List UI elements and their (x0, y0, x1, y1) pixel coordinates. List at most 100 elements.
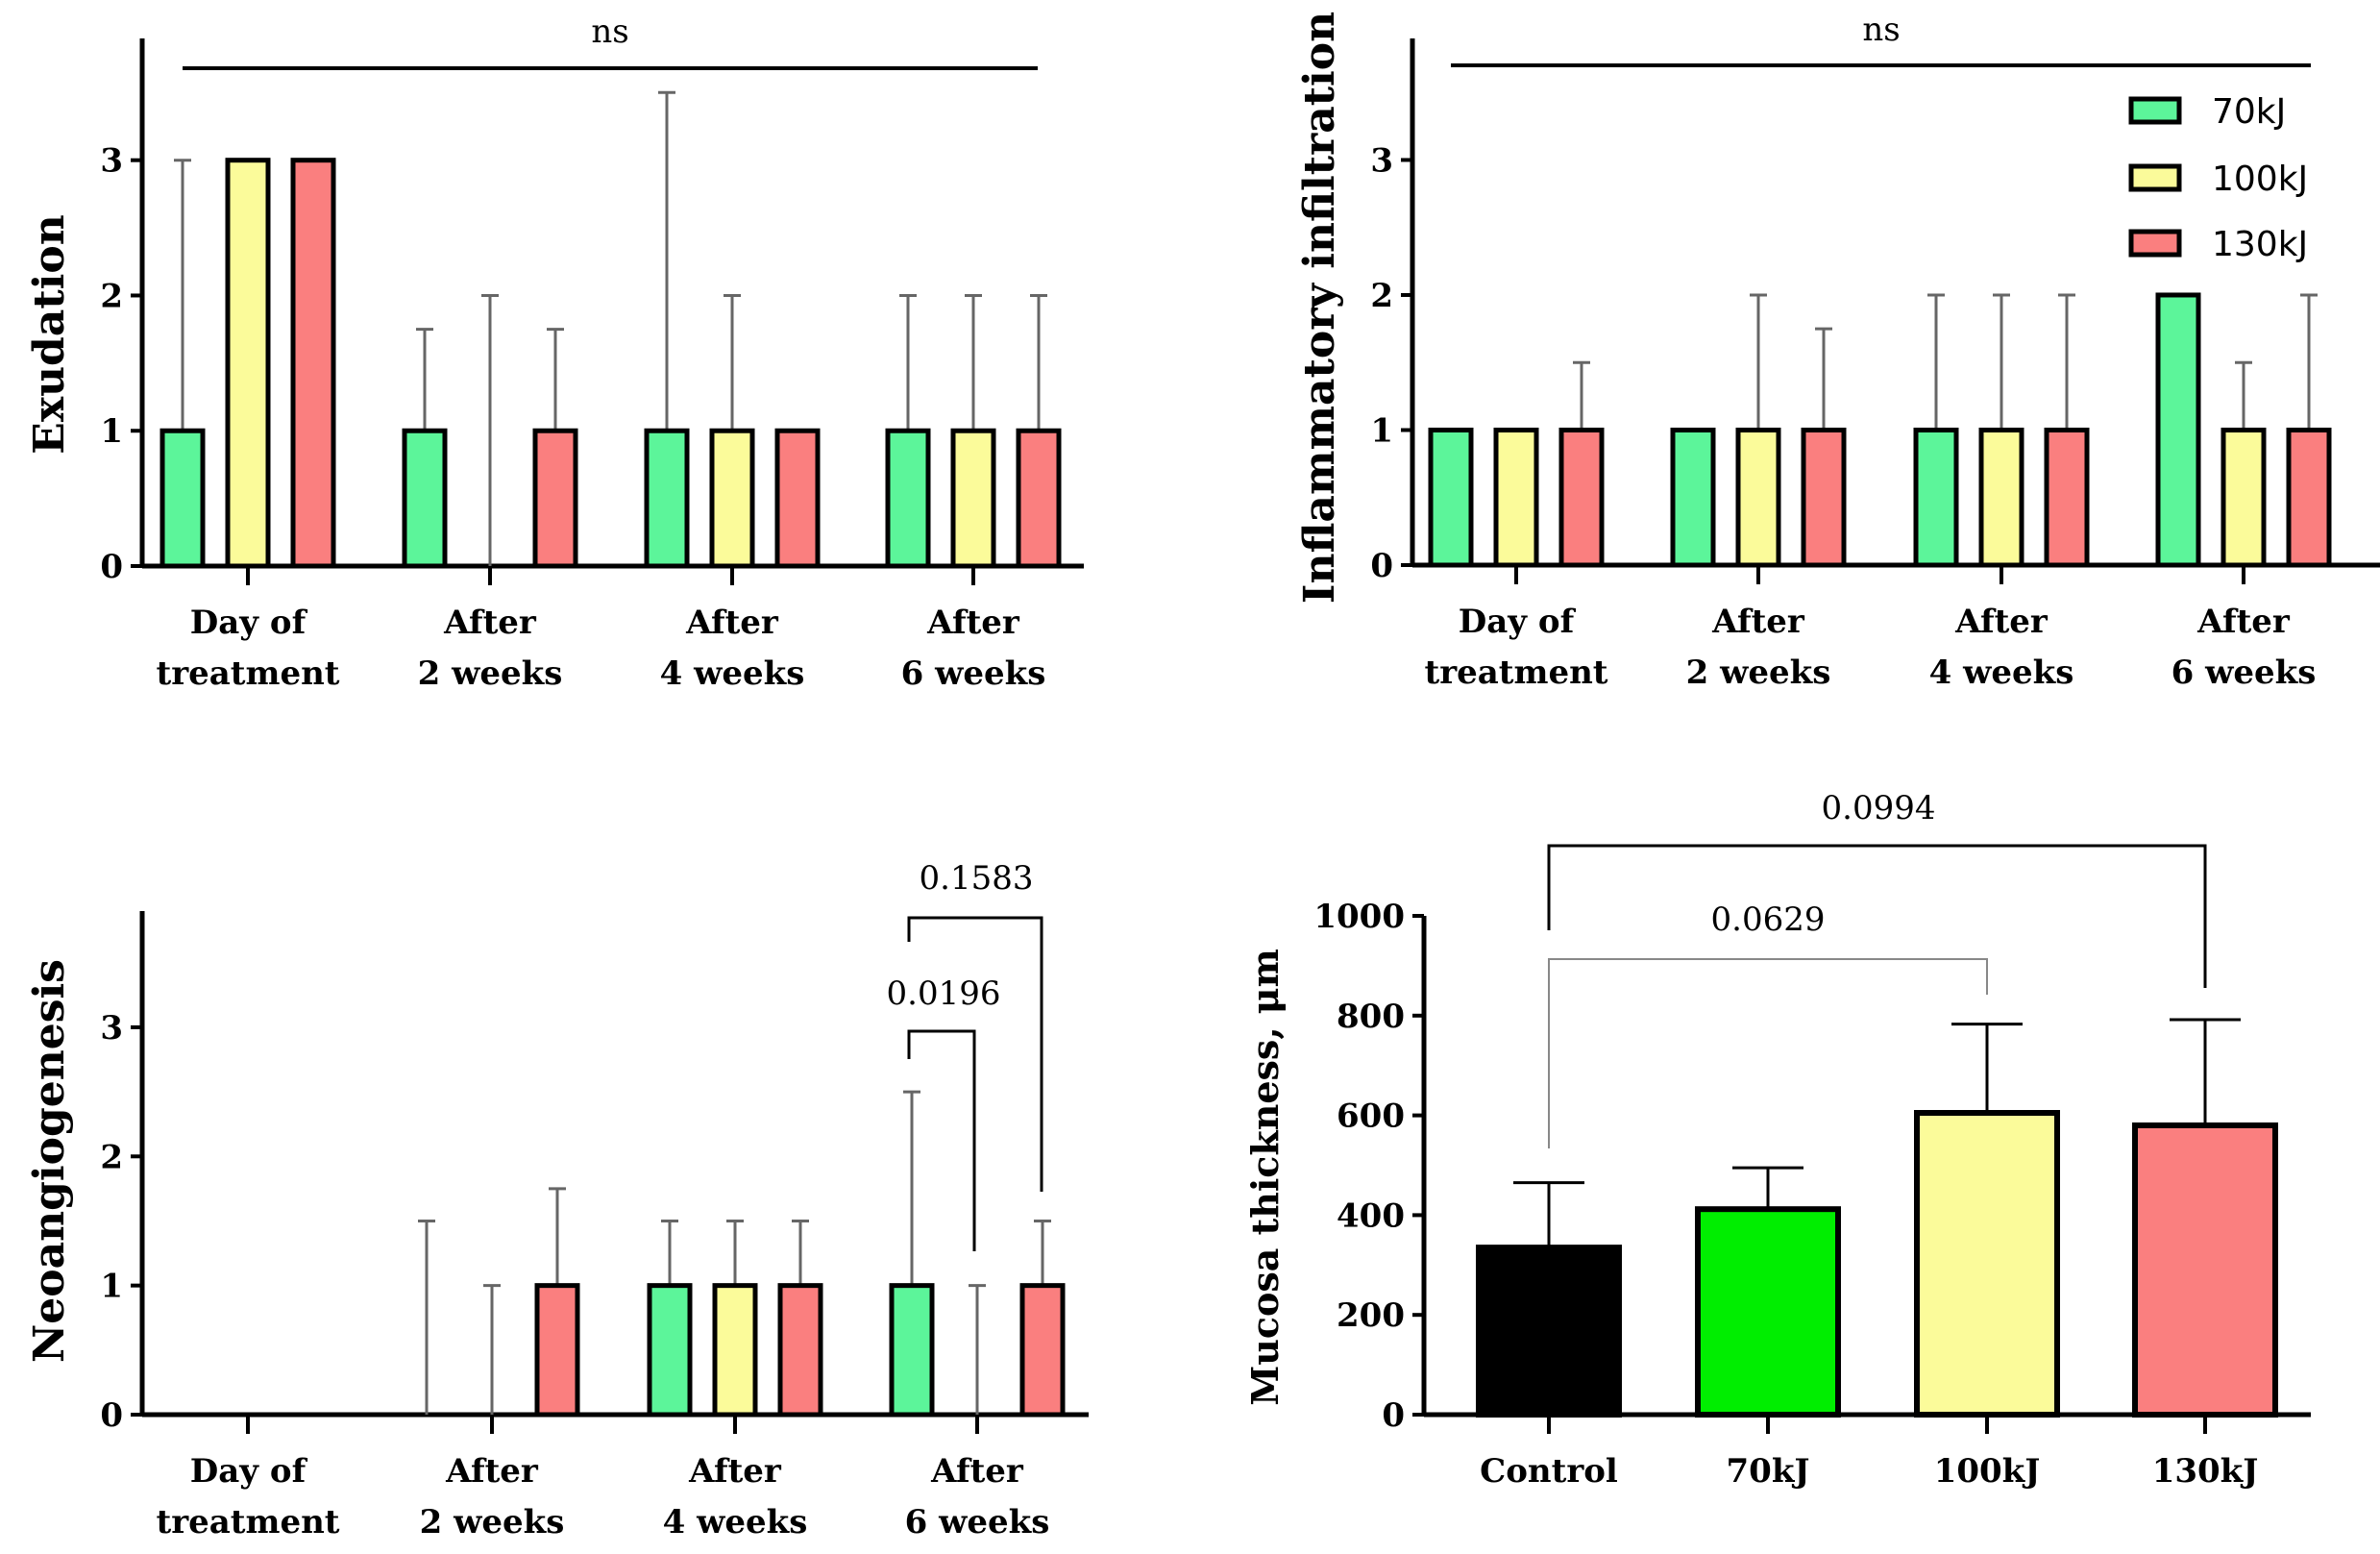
mucosa-pvalue-0994: 0.0994 (1822, 789, 1936, 827)
y-tick-label: 3 (100, 1009, 123, 1048)
bar-100kJ (2221, 427, 2267, 568)
x-tick-label: After (685, 604, 779, 642)
inflammatory-ns-label: ns (1862, 11, 1900, 49)
y-tick-label: 3 (100, 142, 123, 181)
x-tick-label: 2 weeks (418, 654, 563, 693)
bar-100kJ (709, 428, 755, 569)
bar-130kJ (534, 1283, 580, 1418)
x-tick-label: After (1954, 603, 2049, 641)
bar-70kJ (647, 1283, 693, 1418)
bar-70kJ (402, 428, 448, 569)
bar-100kJ (950, 428, 996, 569)
bar-100kJ (225, 158, 271, 569)
y-tick-label: 0 (1382, 1396, 1405, 1435)
bar-100kJ (712, 1283, 758, 1418)
x-tick-label: After (1711, 603, 1805, 641)
bar-70kJ (1428, 427, 1474, 568)
neo-bracket-0196 (907, 1029, 976, 1251)
y-tick-label: 200 (1337, 1296, 1405, 1335)
x-tick-label: 130kJ (2152, 1452, 2259, 1491)
bar-130kJ (290, 158, 336, 569)
x-tick-label: After (443, 604, 537, 642)
bar-130kJ (1801, 427, 1847, 568)
legend-label-130kJ: 130kJ (2212, 225, 2308, 264)
bar-130kJ (1558, 427, 1605, 568)
bar-70kJ (885, 428, 931, 569)
neoangiogenesis-y-label: Neoangiogenesis (25, 959, 74, 1363)
y-tick-label: 600 (1337, 1098, 1405, 1136)
y-tick-label: 1 (100, 412, 123, 451)
y-tick-label: 2 (1370, 277, 1393, 315)
x-tick-label: 4 weeks (1929, 654, 2074, 692)
bar-70kJ (1670, 427, 1716, 568)
y-tick-label: 2 (100, 1138, 123, 1176)
y-tick-label: 800 (1337, 998, 1405, 1036)
exudation-chart: Exudation 0 1 2 3 Day of treatment After 2 wee… (25, 12, 1084, 693)
x-tick-label: Control (1480, 1452, 1618, 1491)
bar-130kJ (2286, 427, 2332, 568)
y-tick-label: 2 (100, 277, 123, 315)
neo-bracket-1583 (907, 916, 1043, 1192)
y-tick-label: 400 (1337, 1196, 1405, 1235)
bar-100kJ (1978, 427, 2024, 568)
mucosa-pvalue-0629: 0.0629 (1711, 900, 1826, 939)
neo-pvalue-0196: 0.0196 (887, 974, 1001, 1013)
x-tick-label: Day of (190, 604, 308, 642)
bar-70kJ (159, 428, 206, 569)
legend-label-100kJ: 100kJ (2212, 160, 2308, 199)
mucosa-bracket-0994 (1547, 844, 2207, 988)
bar-70kJ (2155, 292, 2201, 568)
mucosa-bracket-0629 (1548, 958, 1988, 1148)
bar-Control (1476, 1245, 1622, 1418)
bar-130kJ (777, 1283, 823, 1418)
x-tick-label: 6 weeks (2171, 654, 2317, 692)
legend-swatch-130kJ (2128, 229, 2182, 258)
y-tick-label: 1000 (1313, 898, 1405, 936)
y-tick-label: 1 (100, 1268, 123, 1306)
bar-130kJ (2044, 427, 2090, 568)
y-tick-label: 0 (100, 548, 123, 586)
bar-100kJ (1735, 427, 1781, 568)
x-tick-label: treatment (1424, 654, 1607, 692)
bar-130kJ (1019, 1283, 1066, 1418)
x-tick-label: 6 weeks (905, 1503, 1050, 1542)
x-tick-label: After (688, 1452, 782, 1491)
x-tick-label: After (445, 1452, 539, 1491)
bar-70kJ (644, 428, 690, 569)
bar-130kJ (2132, 1122, 2278, 1418)
x-tick-label: 2 weeks (420, 1503, 565, 1542)
x-tick-label: Day of (1459, 603, 1577, 641)
x-tick-label: Day of (190, 1452, 308, 1491)
legend-swatch-70kJ (2128, 96, 2182, 125)
exudation-ns-label: ns (591, 12, 628, 51)
legend: 70kJ 100kJ 130kJ (2128, 92, 2308, 264)
legend-label-70kJ: 70kJ (2212, 92, 2286, 132)
x-tick-label: 6 weeks (901, 654, 1046, 693)
x-tick-label: 4 weeks (660, 654, 805, 693)
y-tick-label: 3 (1370, 141, 1393, 180)
x-tick-label: 4 weeks (663, 1503, 808, 1542)
x-tick-label: treatment (156, 1503, 339, 1542)
bar-100kJ (1493, 427, 1539, 568)
x-tick-label: After (2196, 603, 2291, 641)
exudation-y-label: Exudation (25, 214, 74, 454)
mucosa-y-label: Mucosa thickness, μm (1243, 949, 1287, 1406)
x-tick-label: After (930, 1452, 1024, 1491)
bar-70kJ (1695, 1206, 1841, 1418)
bar-70kJ (1913, 427, 1959, 568)
x-tick-label: treatment (156, 654, 339, 693)
y-tick-label: 1 (1370, 411, 1393, 450)
y-tick-label: 0 (1370, 547, 1393, 585)
legend-swatch-100kJ (2128, 163, 2182, 192)
mucosa-thickness-chart: Mucosa thickness, μm 0 200 400 600 800 1000 C… (1243, 789, 2311, 1491)
inflammatory-infiltration-chart: Inflammatory infiltration 0 1 2 3 Day of tre… (1295, 11, 2380, 692)
neoangiogenesis-chart: Neoangiogenesis 0 1 2 3 Day of treatment Afte… (25, 859, 1089, 1542)
x-tick-label: 70kJ (1727, 1452, 1810, 1491)
y-tick-label: 0 (100, 1396, 123, 1435)
x-tick-label: 100kJ (1934, 1452, 2041, 1491)
x-tick-label: After (926, 604, 1020, 642)
bar-70kJ (889, 1283, 935, 1418)
inflammatory-y-label: Inflammatory infiltration (1295, 12, 1344, 604)
neo-pvalue-1583: 0.1583 (920, 859, 1034, 898)
